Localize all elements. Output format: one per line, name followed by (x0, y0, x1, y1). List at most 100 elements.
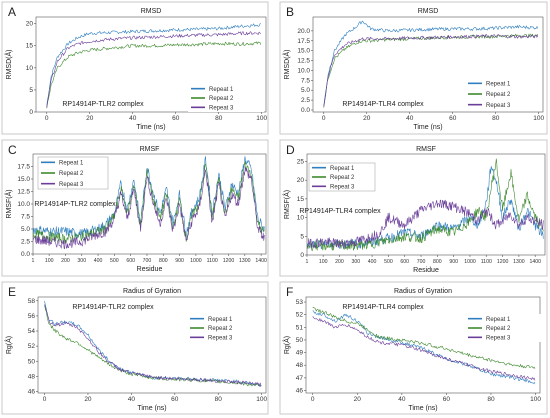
legend-label: Repeat 1 (59, 161, 84, 167)
y-tick-label: 10.0 (17, 201, 30, 208)
y-tick-label: 5.0 (21, 226, 30, 233)
y-tick-label: 58 (28, 298, 36, 305)
series-line-repeat-2 (44, 304, 262, 387)
legend-label: Repeat 3 (330, 185, 355, 191)
x-tick-label: 40 (398, 396, 406, 403)
legend-label: Repeat 1 (209, 87, 234, 93)
legend-label: Repeat 2 (209, 96, 234, 102)
panel-b: B RMSD 0 20 40 60 80 100 0.0 2.5 5.0 7.5 10.0 12.5 15.… (279, 1, 548, 135)
x-tick-label: 900 (175, 258, 184, 264)
legend-label: Repeat 1 (330, 166, 355, 172)
series-line-repeat-1 (312, 310, 536, 385)
panel-letter: A (8, 5, 16, 19)
x-tick-label: 0 (43, 396, 47, 403)
panel-letter: D (286, 143, 295, 157)
x-tick-label: 40 (128, 396, 136, 403)
x-tick-label: 800 (159, 258, 168, 264)
chart-title: RMSF (416, 146, 436, 153)
plot-frame (305, 296, 541, 394)
y-tick-label: 15 (297, 196, 305, 203)
x-tick-label: 900 (449, 259, 458, 265)
chart-title: RMSD (418, 8, 439, 15)
y-tick-label: 46 (296, 387, 304, 394)
x-tick-label: 300 (351, 259, 360, 265)
chart-title: RMSF (140, 146, 160, 153)
legend-label: Repeat 3 (486, 103, 511, 109)
y-tick-label: 48 (28, 373, 36, 380)
x-tick-label: 300 (77, 258, 86, 264)
x-tick-label: 100 (319, 259, 328, 265)
legend: Repeat 1 Repeat 2 Repeat 3 (188, 84, 264, 112)
panel-e: E Radius of Gyration 0 20 40 60 80 100 46 48 50 52 5… (1, 281, 269, 415)
legend: Repeat 1 Repeat 2 Repeat 3 (308, 162, 376, 192)
panel-border (279, 281, 548, 415)
legend: Repeat 1 Repeat 2 Repeat 3 (187, 314, 264, 342)
y-tick-label: 10 (26, 65, 34, 72)
y-tick-label: 7.5 (21, 214, 30, 221)
x-tick-label: 600 (400, 259, 409, 265)
y-tick-label: 17.5 (297, 38, 310, 45)
series-line-repeat-2 (323, 33, 539, 108)
panel-border (1, 281, 269, 415)
x-tick-label: 80 (487, 396, 495, 403)
y-tick-label: 49 (296, 350, 304, 357)
x-tick-label: 0 (322, 115, 326, 122)
y-tick-label: 2.5 (301, 97, 310, 104)
series-line-repeat-3 (323, 34, 539, 107)
x-tick-label: 500 (384, 259, 393, 265)
y-axis-label: Rg(Å) (4, 336, 13, 354)
series-line-repeat-3 (307, 199, 544, 249)
complex-annotation: RP14914P-TLR4 complex (342, 101, 424, 108)
series-line-repeat-1 (33, 156, 265, 240)
legend-label: Repeat 3 (486, 336, 511, 342)
panel-letter: F (286, 285, 293, 299)
series-line-repeat-1 (46, 23, 261, 106)
plot-frame (35, 16, 267, 113)
x-tick-label: 1200 (497, 259, 509, 265)
x-tick-label: 20 (354, 396, 362, 403)
panel-letter: C (8, 143, 17, 157)
x-tick-label: 1100 (481, 259, 492, 265)
x-axis-label: Time (ns) (413, 124, 442, 131)
x-tick-label: 600 (126, 258, 135, 264)
x-tick-label: 100 (530, 396, 541, 403)
y-tick-label: 7.5 (301, 77, 310, 84)
series-line-repeat-2 (46, 41, 262, 109)
x-tick-label: 400 (94, 258, 103, 264)
x-tick-label: 1 (306, 259, 309, 265)
legend-label: Repeat 3 (208, 336, 233, 342)
x-tick-label: 400 (368, 259, 377, 265)
plot-frame (37, 296, 267, 394)
y-tick-label: 20.0 (297, 28, 310, 35)
y-tick-label: 50 (296, 337, 304, 344)
x-tick-label: 100 (256, 396, 267, 403)
y-tick-label: 46 (28, 388, 36, 395)
x-tick-label: 1000 (190, 258, 202, 264)
plot-frame (312, 16, 544, 113)
x-tick-label: 0 (45, 115, 49, 122)
y-tick-label: 17.5 (17, 164, 30, 171)
y-axis-label: RMSD(Å) (4, 50, 13, 80)
legend-label: Repeat 2 (59, 171, 84, 177)
y-tick-label: 5.0 (301, 87, 310, 94)
x-tick-label: 80 (215, 115, 223, 122)
legend-label: Repeat 2 (486, 92, 511, 98)
x-axis-label: Time (ns) (137, 405, 166, 412)
y-axis-label: RMSF(Å) (4, 189, 13, 218)
x-tick-label: 700 (143, 258, 152, 264)
complex-annotation: RP14914P-TLR2 complex (34, 201, 116, 208)
series-line-repeat-1 (323, 20, 539, 106)
y-tick-label: 53 (296, 299, 304, 306)
x-tick-label: 60 (172, 115, 180, 122)
x-tick-label: 20 (84, 396, 92, 403)
x-tick-label: 500 (110, 258, 119, 264)
series-line-repeat-1 (44, 300, 262, 387)
x-tick-label: 1000 (464, 259, 476, 265)
chart-title: Radius of Gyration (394, 288, 452, 295)
legend: Repeat 1 Repeat 2 Repeat 3 (37, 156, 109, 190)
x-axis-label: Time (ns) (136, 124, 165, 131)
series-line-repeat-3 (312, 316, 536, 381)
y-tick-label: 0.0 (21, 251, 30, 258)
legend-label: Repeat 2 (486, 326, 511, 332)
